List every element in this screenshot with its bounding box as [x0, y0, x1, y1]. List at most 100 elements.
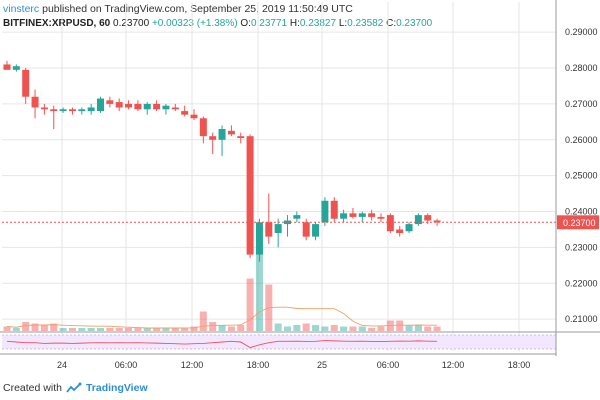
- candle-body: [424, 215, 432, 221]
- candle-body: [199, 118, 207, 137]
- volume-bar: [12, 328, 20, 331]
- volume-bar: [396, 320, 404, 331]
- volume-bar: [209, 322, 217, 331]
- volume-bar: [218, 325, 226, 331]
- candle-body: [358, 213, 366, 217]
- candle-body: [22, 69, 30, 97]
- close-value: 0.23700: [396, 18, 433, 29]
- candle-body: [237, 136, 245, 138]
- volume-bar: [340, 326, 348, 331]
- volume-bar: [115, 328, 123, 331]
- y-tick-label: 0.29000: [565, 27, 598, 37]
- volume-bar: [424, 326, 432, 331]
- y-tick-label: 0.21000: [565, 314, 598, 324]
- volume-bar: [321, 326, 329, 331]
- volume-bar: [87, 328, 95, 331]
- volume-bar: [22, 322, 30, 331]
- candle-body: [396, 229, 404, 234]
- price-axis[interactable]: 0.29000 0.28000 0.27000 0.26000 0.25000 0.240…: [555, 0, 599, 356]
- open-label: O:: [240, 18, 251, 29]
- y-tick-label: 0.24000: [565, 207, 598, 217]
- candle-body: [368, 213, 376, 217]
- volume-bar: [377, 326, 385, 331]
- y-tick-label: 0.23000: [565, 242, 598, 252]
- x-tick-label: 18:00: [508, 360, 531, 370]
- volume-bar: [302, 323, 310, 331]
- y-tick-label: 0.26000: [565, 135, 598, 145]
- candle-body: [12, 66, 20, 70]
- candle-body: [302, 222, 310, 237]
- candlestick-series: [2, 60, 556, 262]
- volume-bar: [78, 328, 86, 331]
- candle-body: [97, 98, 104, 112]
- oscillator-panel: [2, 334, 556, 350]
- x-tick-label: 06:00: [115, 360, 138, 370]
- candle-body: [162, 105, 170, 110]
- symbol-info-bar: BITFINEX:XRPUSD, 60 0.23700 +0.00323 (+1…: [3, 18, 432, 29]
- volume-bar: [227, 326, 235, 331]
- candle-body: [405, 224, 413, 232]
- symbol-label: BITFINEX:XRPUSD, 60: [3, 18, 111, 29]
- volume-bar: [274, 323, 282, 331]
- tradingview-logo-icon: [66, 382, 82, 393]
- tradingview-brand[interactable]: TradingView: [85, 382, 148, 394]
- y-tick-label: 0.28000: [565, 63, 598, 73]
- candle-body: [218, 129, 226, 140]
- candle-body: [227, 130, 235, 135]
- candle-body: [274, 224, 282, 234]
- volume-bar: [433, 326, 441, 331]
- candle-body: [153, 103, 161, 110]
- last-price-tag: [557, 215, 599, 230]
- last-price: 0.23700: [113, 18, 150, 29]
- candle-body: [125, 103, 133, 108]
- candle-body: [171, 107, 179, 110]
- high-label: H:: [289, 18, 300, 29]
- candle-body: [181, 111, 189, 115]
- low-value: 0.23582: [347, 18, 384, 29]
- x-tick-label: 06:00: [377, 360, 400, 370]
- oscillator-band: [2, 335, 556, 349]
- candle-body: [330, 200, 338, 219]
- volume-bar: [284, 326, 291, 331]
- candle-body: [87, 107, 95, 112]
- candle-body: [349, 213, 357, 217]
- y-tick-label: 0.27000: [565, 99, 598, 109]
- author-link[interactable]: vinsterc: [3, 3, 40, 15]
- candle-body: [414, 215, 422, 225]
- candle-body: [209, 136, 217, 140]
- volume-ma-line: [6, 306, 438, 329]
- volume-bar: [97, 328, 104, 331]
- y-tick-label: 0.22000: [565, 278, 598, 288]
- volume-bar: [134, 328, 142, 331]
- candle-body: [78, 109, 86, 112]
- volume-bar: [349, 326, 357, 331]
- candle-body: [106, 100, 114, 104]
- volume-bar: [40, 325, 48, 331]
- open-value: 0.23771: [250, 18, 288, 29]
- volume-bar: [31, 323, 39, 331]
- volume-bar: [162, 328, 170, 331]
- candle-body: [293, 215, 301, 219]
- volume-bar: [246, 278, 254, 331]
- volume-bar: [106, 328, 114, 331]
- volume-bar: [190, 326, 198, 331]
- last-price-label: 0.23700: [563, 218, 596, 228]
- candle-body: [433, 220, 441, 223]
- candle-body: [255, 222, 263, 255]
- candle-body: [340, 213, 348, 219]
- volume-bar: [153, 328, 161, 331]
- candle-body: [68, 109, 76, 112]
- volume-bar: [312, 325, 320, 331]
- candle-body: [40, 107, 48, 110]
- candle-body: [143, 103, 151, 110]
- x-tick-label: 12:00: [442, 360, 465, 370]
- volume-bar: [3, 326, 11, 331]
- volume-bar: [414, 325, 422, 331]
- candle-body: [50, 109, 58, 112]
- oscillator-line: [6, 340, 438, 349]
- volume-bar: [68, 328, 76, 331]
- footer: Created with TradingView: [3, 382, 148, 394]
- volume-bar: [125, 328, 133, 331]
- time-axis[interactable]: 24 06:00 12:00 18:00 25 06:00 12:00 18:00: [0, 353, 556, 370]
